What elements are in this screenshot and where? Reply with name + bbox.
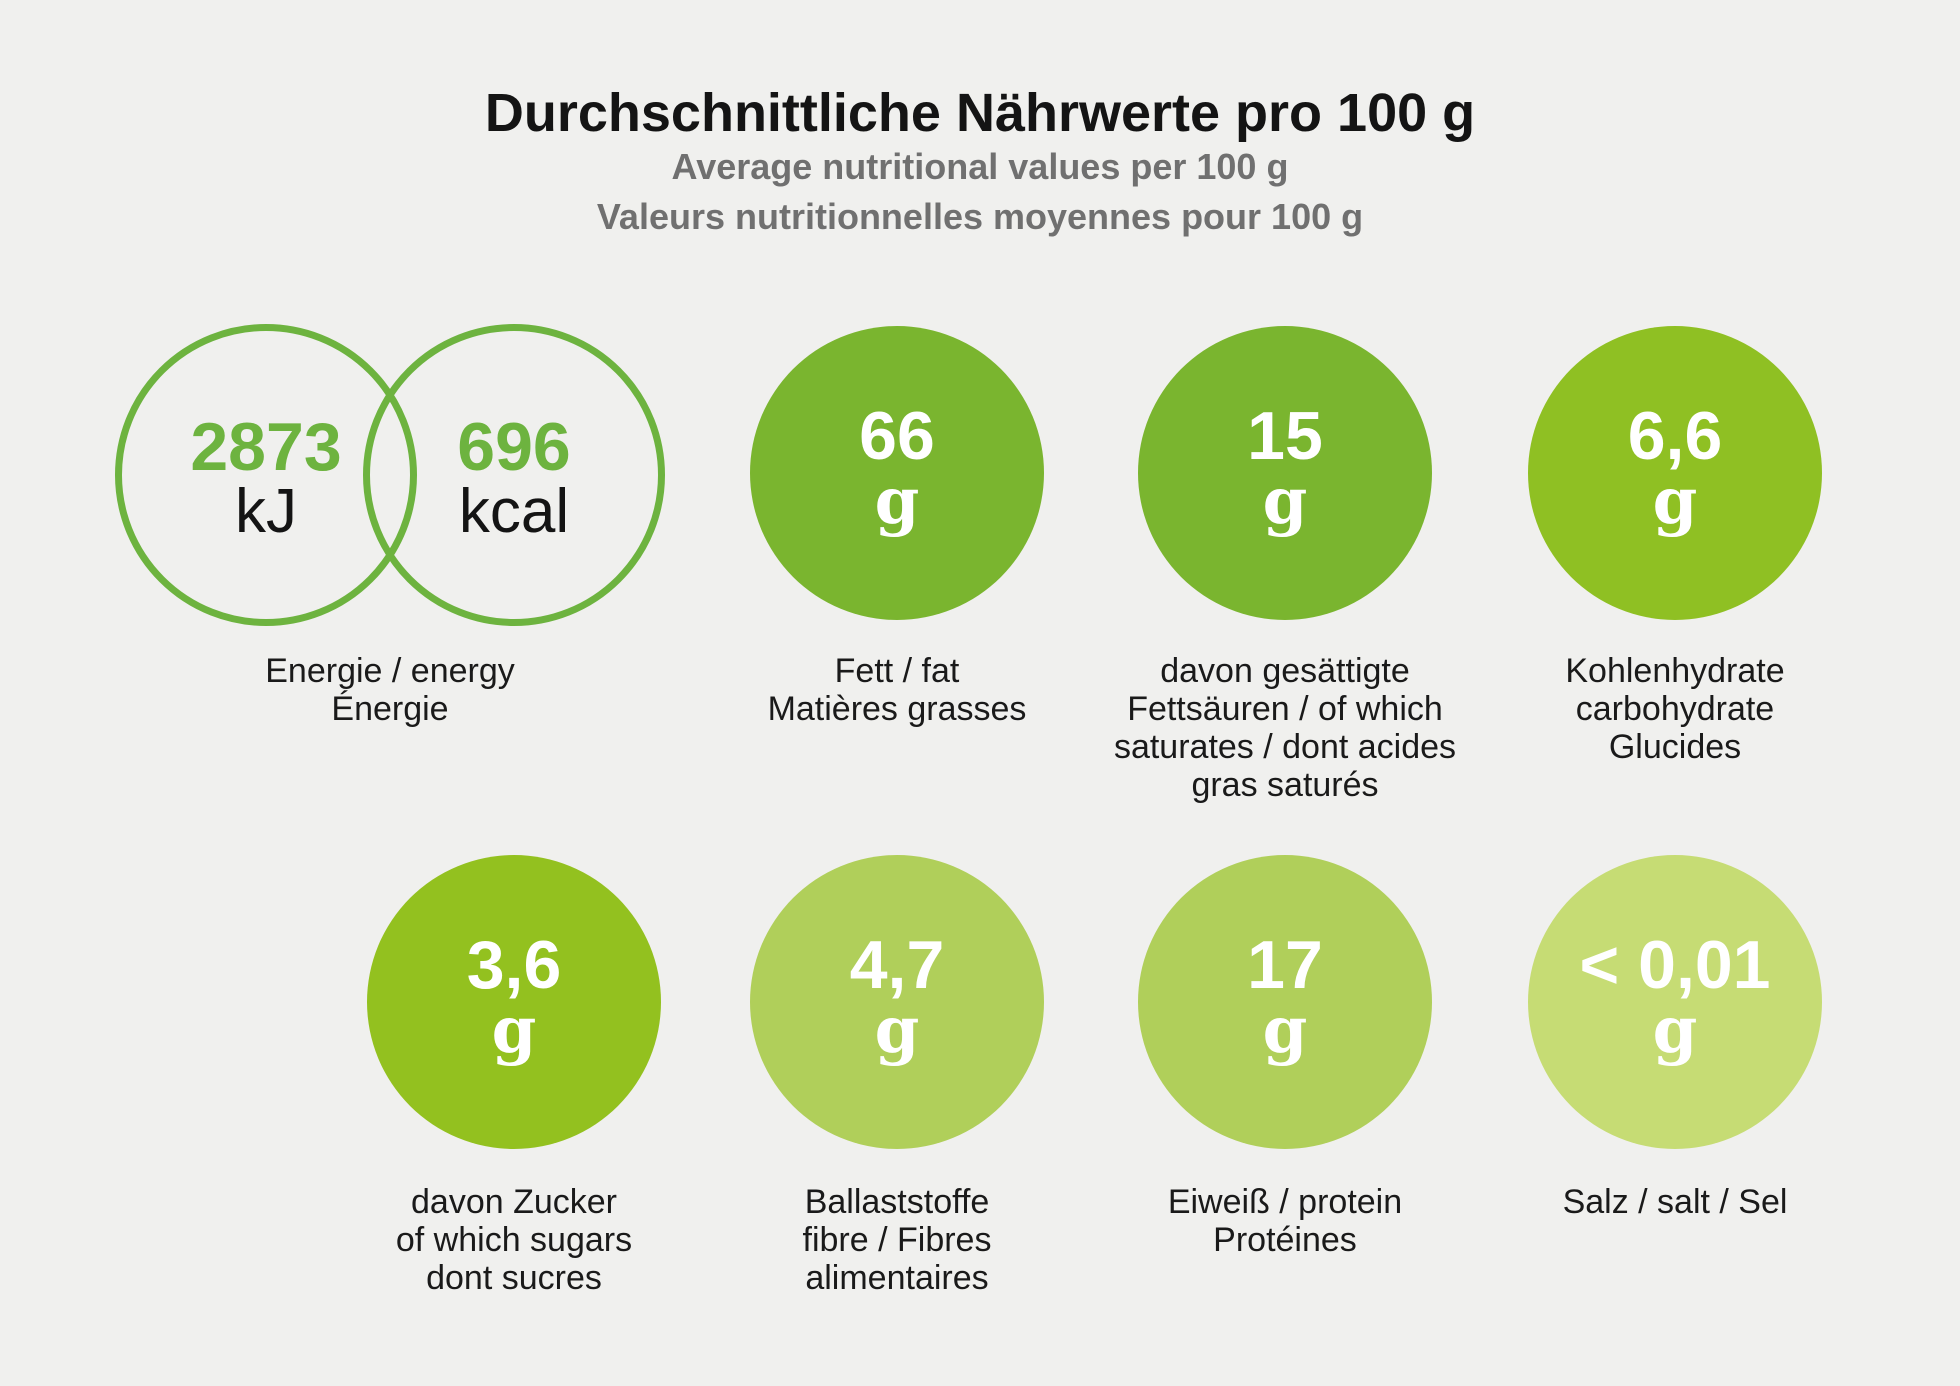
sugars-label-line: of which sugars — [395, 1221, 633, 1259]
energy-label: Energie / energy Énergie — [200, 652, 580, 728]
salt-label: Salz / salt / Sel — [1485, 1183, 1865, 1221]
carbohydrate-label-line: Glucides — [1608, 728, 1742, 766]
energy-kcal-unit: kcal — [458, 477, 570, 546]
fibre-label-line: alimentaires — [805, 1259, 989, 1297]
protein-unit: g — [1262, 993, 1308, 1068]
energy-kcal-circle: 696 kcal — [363, 324, 665, 626]
energy-kj-value: 2873 — [190, 409, 342, 485]
title-german: Durchschnittliche Nährwerte pro 100 g — [484, 83, 1476, 143]
fat-unit: g — [874, 464, 920, 539]
energy-label-line: Energie / energy — [265, 652, 515, 690]
title-french: Valeurs nutritionnelles moyennes pour 10… — [596, 196, 1364, 237]
saturates-label: davon gesättigte Fettsäuren / of which s… — [1095, 652, 1475, 804]
fibre-label: Ballaststoffe fibre / Fibres alimentaire… — [707, 1183, 1087, 1297]
fibre-unit: g — [874, 993, 920, 1068]
sugars-label: davon Zucker of which sugars dont sucres — [324, 1183, 704, 1297]
sugars-circle: 3,6 g — [367, 855, 661, 1149]
fibre-label-line: fibre / Fibres — [802, 1221, 992, 1259]
carbohydrate-label-line: Kohlenhydrate — [1565, 652, 1785, 690]
sugars-unit: g — [491, 993, 537, 1068]
saturates-label-line: gras saturés — [1191, 766, 1379, 804]
saturates-label-line: Fettsäuren / of which — [1127, 690, 1443, 728]
fat-value: 66 — [859, 398, 935, 474]
carbohydrate-label-line: carbohydrate — [1575, 690, 1775, 728]
saturates-circle: 15 g — [1138, 326, 1432, 620]
carbohydrate-label: Kohlenhydrate carbohydrate Glucides — [1485, 652, 1865, 766]
salt-unit: g — [1652, 993, 1698, 1068]
saturates-label-line: davon gesättigte — [1160, 652, 1410, 690]
sugars-label-line: davon Zucker — [411, 1183, 617, 1221]
energy-label-line: Énergie — [331, 690, 449, 728]
carbohydrate-unit: g — [1652, 464, 1698, 539]
sugars-label-line: dont sucres — [426, 1259, 602, 1297]
sugars-value: 3,6 — [466, 927, 562, 1003]
protein-label-line: Protéines — [1213, 1221, 1357, 1259]
carbohydrate-circle: 6,6 g — [1528, 326, 1822, 620]
fat-label-line: Fett / fat — [834, 652, 960, 690]
fibre-circle: 4,7 g — [750, 855, 1044, 1149]
saturates-value: 15 — [1247, 398, 1323, 474]
energy-kcal-value: 696 — [457, 409, 571, 485]
salt-label-line: Salz / salt / Sel — [1562, 1183, 1788, 1221]
salt-value: < 0,01 — [1579, 927, 1771, 1003]
fibre-label-line: Ballaststoffe — [804, 1183, 990, 1221]
fat-circle: 66 g — [750, 326, 1044, 620]
salt-circle: < 0,01 g — [1528, 855, 1822, 1149]
saturates-unit: g — [1262, 464, 1308, 539]
title-english: Average nutritional values per 100 g — [671, 146, 1289, 187]
fibre-value: 4,7 — [849, 927, 945, 1003]
fat-label-line: Matières grasses — [767, 690, 1027, 728]
saturates-label-line: saturates / dont acides — [1113, 728, 1457, 766]
protein-value: 17 — [1247, 927, 1323, 1003]
protein-label-line: Eiweiß / protein — [1167, 1183, 1403, 1221]
fat-label: Fett / fat Matières grasses — [707, 652, 1087, 728]
carbohydrate-value: 6,6 — [1627, 398, 1723, 474]
protein-label: Eiweiß / protein Protéines — [1095, 1183, 1475, 1259]
energy-kj-unit: kJ — [235, 477, 297, 546]
protein-circle: 17 g — [1138, 855, 1432, 1149]
